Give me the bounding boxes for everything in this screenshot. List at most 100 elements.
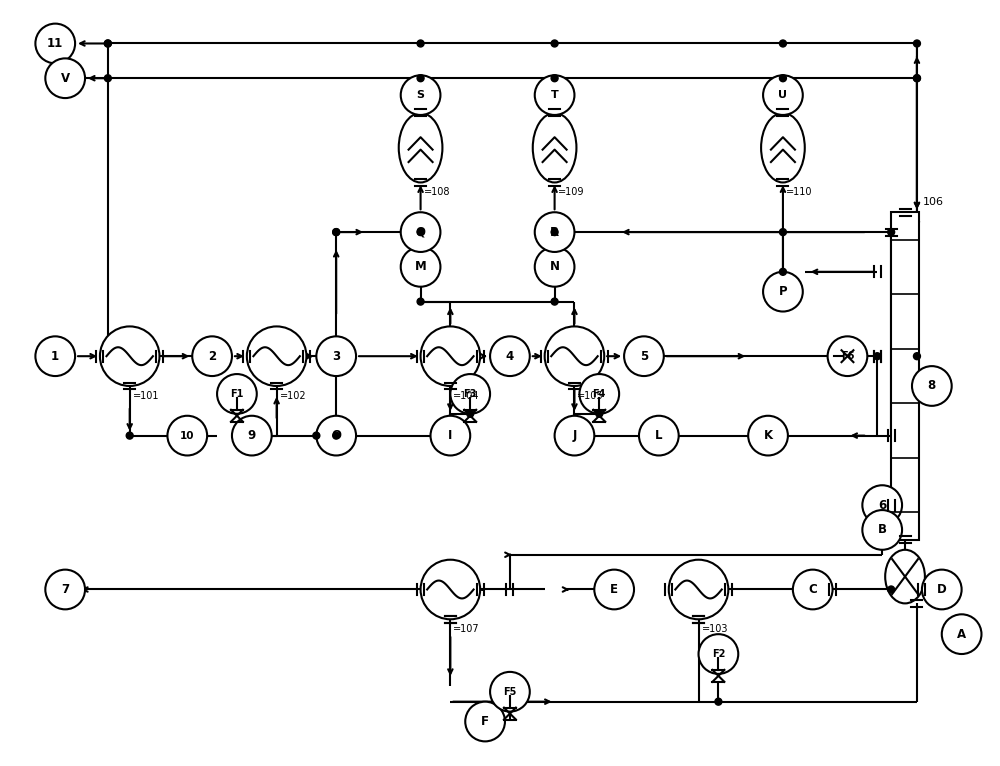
Text: N: N — [550, 260, 560, 273]
Circle shape — [715, 698, 722, 705]
Circle shape — [828, 336, 867, 376]
Circle shape — [45, 570, 85, 609]
Text: 11: 11 — [47, 37, 63, 50]
Circle shape — [535, 247, 574, 286]
Text: 8: 8 — [928, 379, 936, 392]
Text: S: S — [417, 90, 425, 100]
Text: 9: 9 — [248, 429, 256, 442]
Ellipse shape — [885, 550, 925, 604]
Circle shape — [913, 352, 920, 360]
Circle shape — [624, 336, 664, 376]
Circle shape — [535, 212, 574, 252]
Text: F5: F5 — [503, 687, 517, 697]
Bar — [891, 212, 919, 540]
Circle shape — [35, 24, 75, 64]
Text: C: C — [808, 583, 817, 596]
Circle shape — [922, 570, 962, 609]
Circle shape — [748, 416, 788, 456]
Circle shape — [888, 586, 895, 593]
Text: 3: 3 — [332, 350, 340, 362]
Circle shape — [417, 75, 424, 82]
Text: 4: 4 — [506, 350, 514, 362]
Circle shape — [669, 560, 728, 619]
Text: 10: 10 — [180, 430, 195, 440]
Text: =102: =102 — [280, 391, 306, 401]
Circle shape — [912, 366, 952, 406]
Circle shape — [467, 411, 474, 417]
Text: 7: 7 — [61, 583, 69, 596]
Circle shape — [313, 432, 320, 439]
Circle shape — [316, 416, 356, 456]
Ellipse shape — [761, 113, 805, 182]
Text: F1: F1 — [230, 389, 244, 399]
Text: O: O — [331, 429, 341, 442]
Circle shape — [862, 485, 902, 525]
Circle shape — [431, 416, 470, 456]
Circle shape — [490, 336, 530, 376]
Circle shape — [333, 228, 340, 236]
Text: E: E — [610, 583, 618, 596]
Text: 1: 1 — [51, 350, 59, 362]
Text: F3: F3 — [464, 389, 477, 399]
Text: 106: 106 — [923, 198, 944, 208]
Text: L: L — [655, 429, 663, 442]
Circle shape — [401, 75, 440, 115]
Ellipse shape — [533, 113, 576, 182]
Text: Q: Q — [416, 226, 426, 238]
Text: =105: =105 — [577, 391, 604, 401]
Text: =107: =107 — [453, 624, 480, 634]
Circle shape — [167, 416, 207, 456]
Text: 5: 5 — [640, 350, 648, 362]
Circle shape — [779, 268, 786, 275]
Text: R: R — [550, 226, 559, 238]
Text: I: I — [448, 429, 453, 442]
Text: F4: F4 — [593, 389, 606, 399]
Circle shape — [545, 326, 604, 386]
Text: =108: =108 — [424, 188, 450, 198]
Circle shape — [316, 336, 356, 376]
Circle shape — [490, 672, 530, 712]
Circle shape — [333, 228, 340, 236]
Circle shape — [535, 75, 574, 115]
Text: =109: =109 — [558, 188, 584, 198]
Text: D: D — [937, 583, 947, 596]
Circle shape — [100, 326, 159, 386]
Circle shape — [942, 614, 981, 654]
Text: =104: =104 — [453, 391, 480, 401]
Circle shape — [874, 352, 881, 360]
Circle shape — [421, 326, 480, 386]
Circle shape — [417, 228, 424, 236]
Text: 2: 2 — [208, 350, 216, 362]
Circle shape — [779, 75, 786, 82]
Text: J: J — [572, 429, 577, 442]
Circle shape — [401, 212, 440, 252]
Circle shape — [232, 416, 272, 456]
Circle shape — [104, 75, 111, 82]
Text: T: T — [551, 90, 558, 100]
Circle shape — [192, 336, 232, 376]
Text: =110: =110 — [786, 188, 812, 198]
Circle shape — [779, 40, 786, 47]
Circle shape — [450, 374, 490, 414]
Circle shape — [465, 702, 505, 741]
Circle shape — [763, 272, 803, 312]
Text: K: K — [763, 429, 773, 442]
Text: =103: =103 — [702, 624, 728, 634]
Circle shape — [333, 432, 340, 439]
Circle shape — [763, 75, 803, 115]
Circle shape — [779, 228, 786, 236]
Circle shape — [596, 411, 603, 417]
Text: P: P — [779, 285, 787, 298]
Text: M: M — [415, 260, 426, 273]
Circle shape — [913, 75, 920, 82]
Text: =101: =101 — [133, 391, 159, 401]
Circle shape — [555, 416, 594, 456]
Circle shape — [45, 58, 85, 98]
Circle shape — [126, 432, 133, 439]
Text: U: U — [778, 90, 787, 100]
Circle shape — [247, 326, 306, 386]
Text: A: A — [957, 627, 966, 640]
Circle shape — [217, 374, 257, 414]
Text: F6: F6 — [841, 351, 854, 362]
Circle shape — [551, 298, 558, 305]
